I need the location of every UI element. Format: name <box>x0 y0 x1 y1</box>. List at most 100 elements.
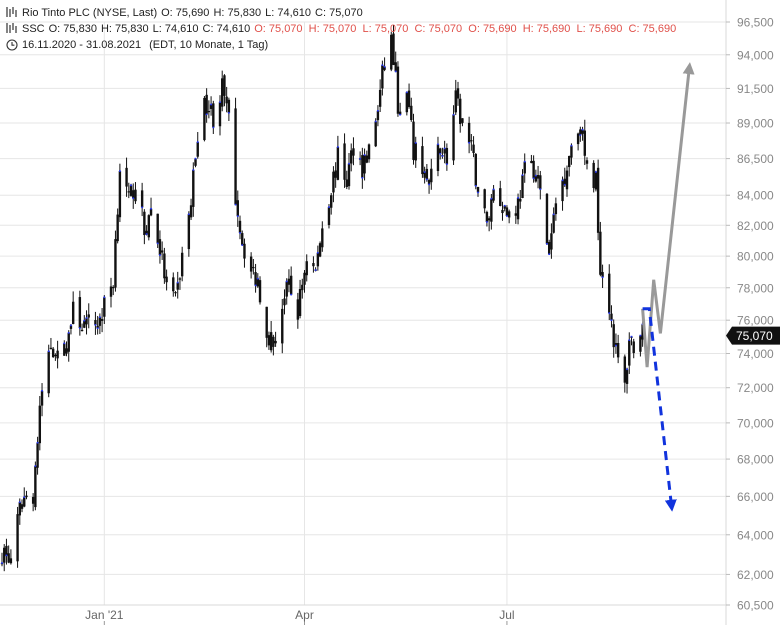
candle-body <box>249 256 253 272</box>
candle-body <box>410 105 413 121</box>
candle-body <box>374 121 377 147</box>
candle-body <box>3 547 6 563</box>
candle-body <box>16 514 19 562</box>
candle-accent <box>187 213 190 216</box>
candle-body <box>189 205 193 218</box>
candle-accent <box>595 171 597 173</box>
y-tick-label: 94,000 <box>737 48 774 62</box>
candle-body <box>165 276 168 283</box>
candle-body <box>54 354 57 357</box>
y-tick-label: 78,000 <box>737 281 774 295</box>
candle-body <box>234 108 237 205</box>
candle-body <box>623 356 627 383</box>
candle-accent <box>521 174 524 176</box>
candle-accent <box>336 146 339 148</box>
candle-accent <box>474 185 477 187</box>
candle-body <box>427 180 431 185</box>
candle-accent <box>425 178 428 181</box>
legend-ssc-open: O: 75,830 <box>48 23 97 35</box>
candle-accent <box>383 65 386 68</box>
candle-body <box>456 88 460 99</box>
candle-accent <box>423 171 426 173</box>
candle-body <box>34 466 37 508</box>
candle-body <box>570 145 573 158</box>
candle-body <box>143 211 146 236</box>
y-tick-label: 72,000 <box>737 381 774 395</box>
candle-body <box>492 189 495 201</box>
candle-body <box>96 325 99 329</box>
candle-body <box>347 163 351 187</box>
candle-accent <box>628 339 631 341</box>
candle-body <box>118 171 122 218</box>
candle-accent <box>1 562 3 564</box>
candle-body <box>312 263 315 267</box>
candle-body <box>78 297 82 329</box>
candle-accent <box>219 101 221 104</box>
bullish-forecast-arrow <box>641 62 695 368</box>
candle-body <box>47 351 50 394</box>
candle-body <box>378 89 382 107</box>
candle-body <box>125 167 128 187</box>
candle-body <box>243 243 246 259</box>
candle-accent <box>192 169 195 171</box>
candle-body <box>156 213 159 244</box>
candle-body <box>394 62 397 72</box>
candle-accent <box>439 152 442 155</box>
candle-body <box>67 332 70 352</box>
candle-body <box>530 160 533 164</box>
candle-accent <box>486 221 488 223</box>
legend-period-info: (EDT, 10 Monate, 1 Tag) <box>149 39 269 51</box>
candle-body <box>272 336 275 347</box>
candle-body <box>38 405 42 444</box>
candle-body <box>536 174 540 179</box>
forecast-arrows <box>641 62 695 512</box>
candle-accent <box>517 197 519 199</box>
candle-body <box>601 272 604 278</box>
candle-body <box>212 103 215 128</box>
candle-body <box>69 325 73 329</box>
candle-body <box>254 272 257 286</box>
legend-ssc-forecast-values: O: 75,070 H: 75,070 L: 75,070 C: 75,070 … <box>254 23 677 35</box>
legend-ssc-low: L: 74,610 <box>152 23 199 35</box>
candle-body <box>396 66 400 114</box>
legend-period-range: 16.11.2020 - 31.08.2021 <box>22 39 142 51</box>
candle-accent <box>47 350 50 353</box>
candle-body <box>49 347 53 349</box>
candle-body <box>407 90 411 107</box>
candle-body <box>361 155 364 178</box>
candle-accent <box>159 254 161 256</box>
candle-body <box>283 298 286 306</box>
candle-accent <box>241 244 244 246</box>
candle-accent <box>236 215 239 217</box>
candle-body <box>452 114 455 161</box>
candle-body <box>172 277 175 292</box>
candle-body <box>196 142 199 157</box>
y-tick-label: 91,500 <box>737 82 774 96</box>
candle-body <box>20 504 24 509</box>
candle-body <box>65 348 68 354</box>
candle-body <box>561 180 564 202</box>
candle-accent <box>150 207 152 210</box>
candle-body <box>330 195 333 208</box>
y-tick-label: 89,000 <box>737 117 774 131</box>
candle-body <box>100 319 104 321</box>
candle-body <box>390 34 393 70</box>
last-price-badge-bg <box>726 326 780 345</box>
candle-body <box>241 233 244 246</box>
candle-accent <box>254 284 257 287</box>
candle-body <box>227 99 231 113</box>
candle-body <box>614 343 618 346</box>
candle-accent <box>63 342 66 345</box>
candle-accent <box>639 334 642 337</box>
candle-accent <box>363 154 366 156</box>
candle-body <box>445 147 449 165</box>
candle-accent <box>506 215 508 217</box>
candle-body <box>180 252 184 277</box>
candle-body <box>583 130 586 156</box>
candle-body <box>350 150 353 164</box>
candle-body <box>285 281 288 297</box>
candle-body <box>194 158 197 166</box>
candle-body <box>565 170 569 190</box>
candle-body <box>334 170 337 178</box>
candle-accent <box>18 501 21 503</box>
